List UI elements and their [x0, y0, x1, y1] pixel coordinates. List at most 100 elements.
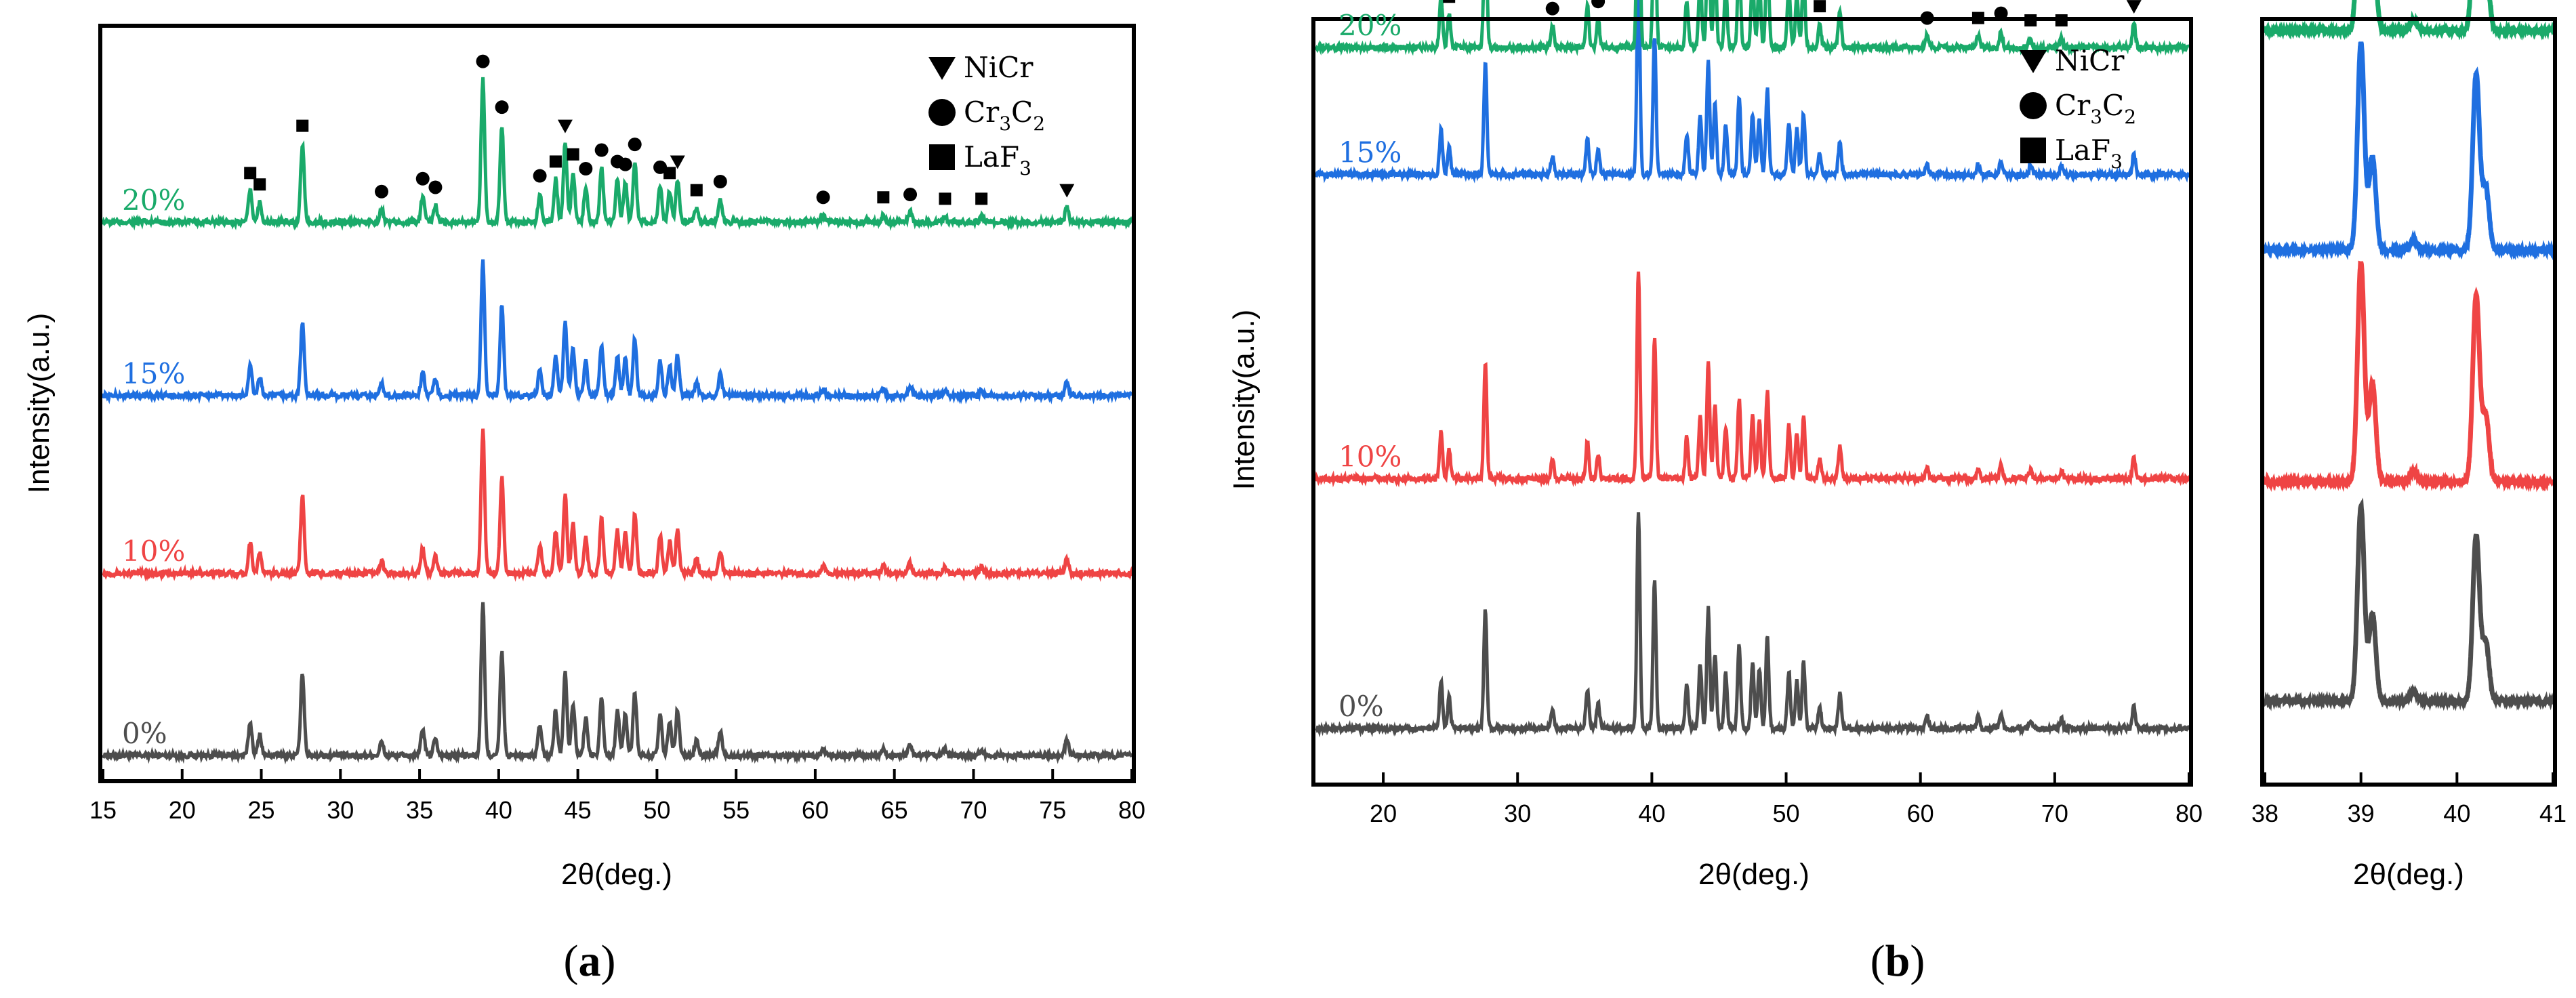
laf3-marker — [877, 191, 890, 204]
panel-b-series-labels: 0% 10% 15% 20% — [1338, 9, 1402, 723]
cr3c2-marker — [594, 143, 609, 157]
series-line-20pct — [1314, 0, 2190, 57]
cr3c2-marker — [415, 171, 430, 186]
x-tick-label: 38 — [2251, 799, 2278, 827]
series-label: 10% — [1338, 440, 1402, 474]
cr3c2-marker — [903, 188, 918, 202]
series-line-0pct — [101, 602, 1134, 765]
cr3c2-marker — [1591, 0, 1606, 9]
cr3c2-marker — [476, 54, 490, 68]
x-tick-label: 40 — [2443, 799, 2470, 827]
cr3c2-marker — [1994, 6, 2008, 20]
cr3c2-marker — [618, 157, 632, 171]
laf3-marker — [296, 119, 309, 132]
series-label: 20% — [122, 184, 185, 217]
panel-a-x-ticks: 15 20 25 30 35 40 45 50 55 60 65 70 75 80 — [89, 769, 1145, 824]
panel-b-inset-frame — [2260, 17, 2557, 787]
panel-b-plot-area — [1314, 0, 2191, 738]
legend-label: Cr3C2 — [964, 96, 1045, 135]
cr3c2-marker — [816, 190, 830, 205]
laf3-marker — [253, 178, 266, 191]
legend-label: Cr3C2 — [2055, 89, 2136, 128]
series-label: 15% — [1338, 136, 1402, 169]
cr3c2-marker — [495, 100, 509, 115]
panel-a: 15 20 25 30 35 40 45 50 55 60 65 70 75 80 Intensity(a… — [22, 24, 1145, 986]
x-tick-label: 40 — [485, 796, 512, 824]
laf3-marker — [244, 167, 257, 180]
cr3c2-marker — [1545, 1, 1559, 16]
panel-b-x-ticks: 20 30 40 50 60 70 80 — [1370, 772, 2203, 827]
square-icon — [929, 144, 955, 170]
series-label: 10% — [122, 535, 185, 568]
legend-label: LaF3 — [964, 140, 1031, 180]
panel-b-inset-plot-area — [2262, 0, 2556, 711]
panel-b-inset: 38 39 40 41 2θ(deg.) — [2251, 0, 2567, 891]
series-line-10pct — [1314, 271, 2191, 488]
cr3c2-marker — [533, 169, 547, 183]
cr3c2-marker — [579, 162, 593, 175]
x-tick-label: 65 — [881, 796, 908, 824]
panel-a-label: (a) — [564, 936, 616, 986]
x-tick-label: 20 — [1370, 799, 1397, 827]
circle-icon — [2020, 92, 2047, 119]
triangle-down-icon — [928, 57, 956, 80]
x-tick-label: 45 — [565, 796, 592, 824]
cr3c2-marker — [653, 160, 668, 174]
panel-b-inset-xlabel: 2θ(deg.) — [2353, 858, 2464, 891]
laf3-marker — [690, 184, 703, 196]
cr3c2-marker — [713, 175, 727, 189]
circle-icon — [928, 99, 956, 126]
cr3c2-marker — [375, 184, 389, 199]
x-tick-label: 40 — [1638, 799, 1665, 827]
x-tick-label: 35 — [406, 796, 433, 824]
panel-b-xlabel: 2θ(deg.) — [1698, 858, 1810, 891]
panel-a-series-labels: 0% 10% 15% 20% — [122, 184, 185, 750]
x-tick-label: 20 — [169, 796, 196, 824]
laf3-marker — [549, 155, 562, 168]
x-tick-label: 75 — [1039, 796, 1066, 824]
nicr-marker — [670, 155, 685, 169]
nicr-marker — [2126, 0, 2142, 14]
x-tick-label: 25 — [248, 796, 275, 824]
cr3c2-marker — [428, 180, 443, 194]
laf3-marker — [1814, 0, 1826, 13]
panel-b-frame — [1311, 17, 2193, 787]
series-line-0pct — [1315, 512, 2191, 738]
laf3-marker — [567, 148, 579, 161]
laf3-marker — [939, 192, 952, 205]
laf3-marker — [1443, 0, 1456, 3]
series-label: 20% — [1338, 9, 1402, 42]
series-line-0pct — [2262, 497, 2556, 711]
x-tick-label: 15 — [89, 796, 117, 824]
x-tick-label: 70 — [960, 796, 987, 824]
x-tick-label: 30 — [1504, 799, 1531, 827]
series-line-15pct — [101, 259, 1132, 405]
laf3-marker — [663, 167, 676, 180]
x-tick-label: 41 — [2539, 799, 2567, 827]
panel-b-label: (b) — [1870, 936, 1925, 986]
x-tick-label: 60 — [802, 796, 829, 824]
panel-a-plot-area — [101, 54, 1134, 765]
series-line-10pct — [102, 428, 1134, 583]
legend-label: NiCr — [2055, 44, 2125, 77]
nicr-marker — [1059, 184, 1075, 198]
series-label: 0% — [1338, 690, 1384, 723]
series-line-15pct — [1314, 0, 2191, 184]
panel-a-ylabel: Intensity(a.u.) — [22, 313, 56, 494]
series-label: 0% — [122, 717, 167, 750]
x-tick-label: 55 — [722, 796, 750, 824]
legend-label: NiCr — [964, 51, 1034, 84]
x-tick-label: 39 — [2348, 799, 2375, 827]
x-tick-label: 80 — [2175, 799, 2203, 827]
series-line-10pct — [2262, 260, 2556, 493]
legend-label: LaF3 — [2055, 133, 2123, 173]
series-line-20pct — [101, 77, 1134, 232]
series-line-15pct — [2262, 41, 2556, 261]
square-icon — [2020, 138, 2046, 163]
x-tick-label: 80 — [1118, 796, 1145, 824]
x-tick-label: 50 — [643, 796, 670, 824]
series-line-20pct — [2262, 0, 2556, 41]
panel-a-legend: NiCr Cr3C2 LaF3 — [928, 51, 1045, 180]
panel-b-inset-x-ticks: 38 39 40 41 — [2251, 772, 2567, 827]
panel-b-legend: NiCr Cr3C2 LaF3 — [2020, 44, 2136, 173]
